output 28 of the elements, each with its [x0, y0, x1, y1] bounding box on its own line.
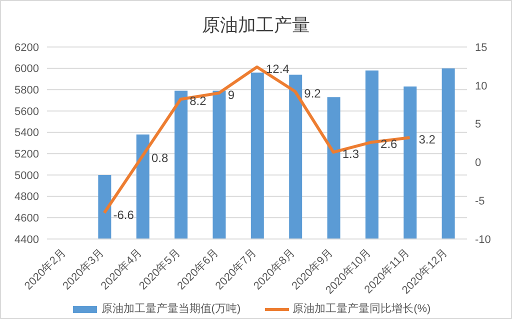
data-label: 8.2 — [190, 94, 207, 108]
data-label: 12.4 — [266, 62, 290, 76]
y2-tick-label: -10 — [475, 234, 491, 246]
y2-tick-label: 0 — [475, 157, 482, 170]
y-tick-label: 4600 — [14, 212, 39, 225]
y-tick-label: 5600 — [14, 106, 39, 118]
data-label: 0.8 — [151, 151, 168, 166]
y2-tick-label: 15 — [475, 42, 488, 54]
data-label: 2.6 — [380, 137, 398, 152]
y-tick-label: 4800 — [14, 191, 39, 204]
data-label: 1.3 — [342, 147, 360, 162]
legend-label: 原油加工量产量当期值(万吨) — [100, 302, 241, 316]
y-tick-label: 5000 — [14, 170, 39, 182]
y2-tick-label: -5 — [475, 196, 485, 208]
y-tick-label: 5200 — [14, 148, 39, 161]
data-label: 3.2 — [418, 132, 436, 147]
data-label: 9 — [228, 88, 235, 102]
chart-title: 原油加工产量 — [201, 14, 311, 37]
data-label: -6.6 — [113, 208, 134, 222]
y2-tick-label: 5 — [475, 118, 482, 131]
data-label: 9.2 — [304, 86, 322, 101]
y-tick-label: 5800 — [14, 84, 39, 97]
y-tick-label: 6000 — [14, 63, 39, 76]
legend-label: 原油加工量产量同比增长(%) — [292, 302, 431, 316]
y-tick-label: 5400 — [14, 127, 39, 140]
y2-tick-label: 10 — [475, 80, 488, 92]
y-tick-label: 6200 — [14, 42, 39, 54]
y-tick-label: 4400 — [14, 234, 39, 246]
